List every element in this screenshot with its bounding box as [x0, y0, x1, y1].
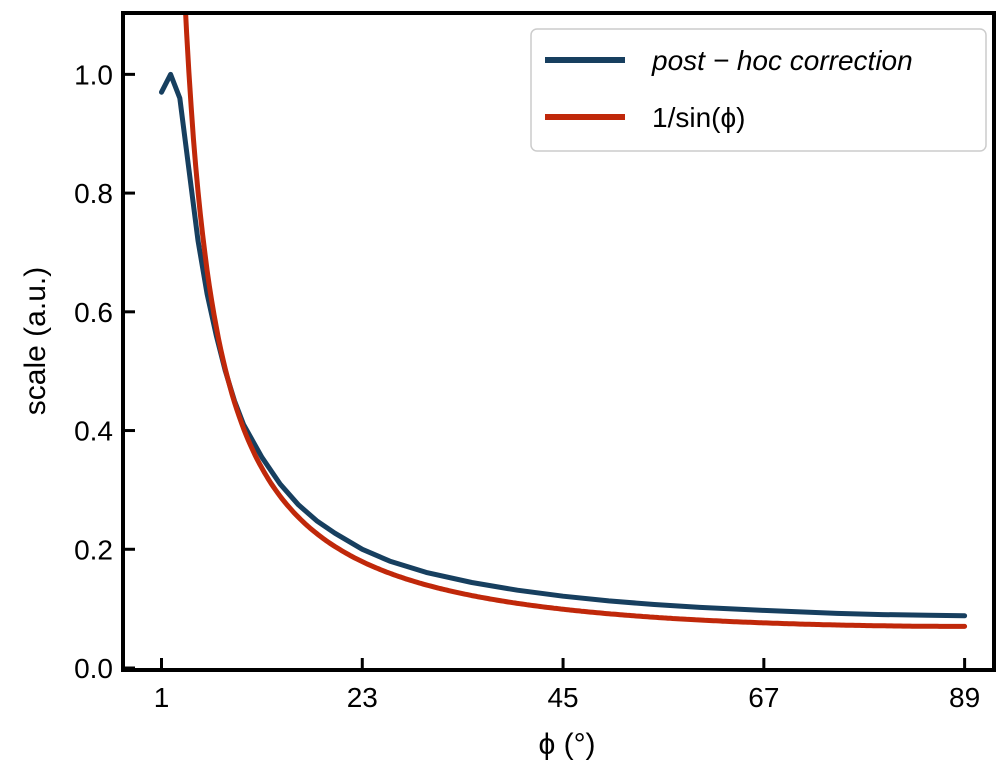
series-line-0 — [159, 71, 968, 619]
y-tick-label: 0.4 — [74, 416, 113, 447]
series-line-1 — [183, 15, 968, 629]
legend: post − hoc correction 1/sin(ϕ) — [530, 28, 987, 152]
x-tick-label: 89 — [949, 682, 980, 713]
y-axis: 0.0 0.2 0.4 0.6 0.8 1.0 — [74, 59, 135, 684]
y-tick-label: 0.6 — [74, 297, 113, 328]
x-axis-title: ϕ (°) — [538, 728, 595, 761]
x-tick-label: 23 — [347, 682, 378, 713]
x-tick-label: 67 — [748, 682, 779, 713]
y-tick-label: 0.0 — [74, 653, 113, 684]
x-axis: 1 23 45 67 89 — [154, 658, 980, 713]
x-tick-label: 45 — [547, 682, 578, 713]
axes-frame — [121, 11, 996, 672]
y-tick-label: 0.8 — [74, 178, 113, 209]
y-axis-title: scale (a.u.) — [19, 267, 52, 415]
legend-label-post-hoc: post − hoc correction — [651, 45, 913, 76]
y-tick-label: 0.2 — [74, 534, 113, 565]
legend-label-inverse-sin: 1/sin(ϕ) — [652, 102, 745, 133]
plot-area — [159, 15, 968, 629]
x-tick-label: 1 — [154, 682, 170, 713]
legend-box — [530, 28, 987, 152]
y-tick-label: 1.0 — [74, 59, 113, 90]
